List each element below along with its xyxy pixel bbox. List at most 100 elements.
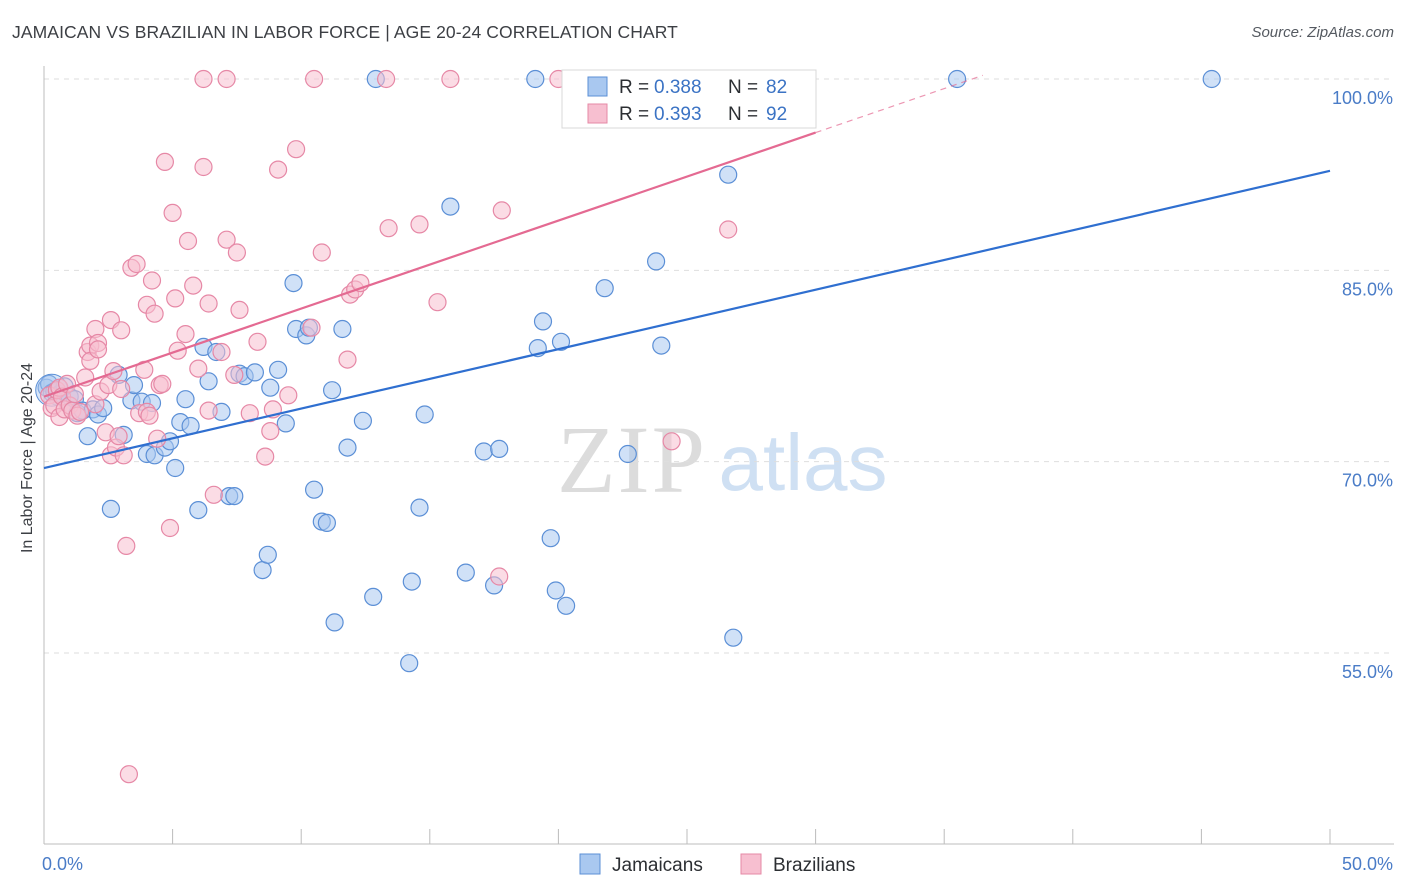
- brazilians-point: [490, 567, 509, 586]
- jamaicans-point: [258, 545, 277, 564]
- jamaicans-point: [410, 498, 429, 517]
- jamaicans-point: [1202, 69, 1221, 89]
- jamaicans-point: [551, 332, 571, 351]
- x-tick-label: 50.0%: [1342, 854, 1393, 874]
- stats-n-value-2: 92: [766, 104, 787, 125]
- brazilians-point: [248, 332, 267, 351]
- brazilians-point: [199, 294, 218, 313]
- stats-box: R = 0.388 N = 82 R = 0.393 N = 92: [561, 69, 817, 129]
- jamaicans-point: [415, 405, 434, 424]
- jamaicans-point: [441, 197, 460, 216]
- stats-n-value-1: 82: [766, 77, 787, 98]
- brazilians-point: [194, 157, 213, 177]
- brazilians-point: [492, 201, 511, 220]
- jamaicans-point: [556, 596, 576, 615]
- watermark-atlas: atlas: [719, 418, 888, 507]
- legend-swatch-jamaicans: [579, 853, 601, 875]
- jamaicans-point: [166, 458, 185, 478]
- source-credit: Source: ZipAtlas.com: [1251, 24, 1394, 41]
- brazilians-point: [379, 219, 398, 238]
- brazilians-point: [88, 340, 108, 359]
- brazilians-point: [240, 404, 259, 423]
- brazilians-point: [166, 289, 185, 308]
- brazilians-point: [142, 271, 162, 290]
- brazilians-point: [163, 203, 182, 222]
- brazilians-point: [338, 350, 357, 369]
- jamaicans-point: [456, 563, 475, 582]
- stats-r-value-1: 0.388: [654, 77, 702, 98]
- brazilians-point: [155, 152, 174, 171]
- jamaicans-point: [474, 442, 493, 461]
- jamaicans-point: [276, 414, 295, 433]
- jamaicans-point: [338, 438, 357, 457]
- legend-swatch-brazilians: [740, 853, 762, 875]
- legend-label-jamaicans: Jamaicans: [612, 855, 703, 876]
- brazilians-point: [287, 140, 306, 159]
- brazilians-point: [305, 69, 324, 89]
- y-tick-label: 55.0%: [1342, 662, 1393, 682]
- y-tick-label: 85.0%: [1342, 279, 1393, 299]
- brazilians-point: [217, 69, 236, 89]
- legend: Jamaicans Brazilians: [579, 853, 855, 876]
- jamaicans-point: [253, 560, 272, 580]
- brazilians-point: [279, 386, 298, 405]
- brazilians-point: [227, 243, 246, 262]
- stats-swatch-brazilians: [587, 103, 608, 124]
- brazilians-point: [112, 321, 131, 340]
- stats-r-value-2: 0.393: [654, 104, 702, 125]
- chart-title: JAMAICAN VS BRAZILIAN IN LABOR FORCE | A…: [12, 22, 678, 42]
- brazilians-point: [256, 447, 275, 466]
- brazilians-point: [225, 365, 244, 384]
- brazilians-point: [377, 69, 396, 89]
- brazilians-point: [194, 69, 213, 89]
- jamaicans-trend-line: [43, 169, 1331, 470]
- jamaicans-point: [284, 274, 303, 293]
- jamaicans-point: [546, 581, 565, 600]
- brazilians-point: [109, 427, 128, 446]
- jamaicans-point: [245, 363, 264, 382]
- brazilians-point: [148, 429, 167, 448]
- brazilians-point: [217, 230, 236, 249]
- brazilians-point: [204, 485, 223, 504]
- jamaicans-point: [724, 628, 743, 647]
- brazilians-point: [212, 342, 231, 362]
- brazilians-point: [189, 359, 208, 378]
- brazilians-point: [176, 325, 195, 344]
- jamaicans-point: [400, 654, 419, 673]
- jamaicans-point: [533, 312, 553, 331]
- brazilians-point: [428, 293, 447, 312]
- legend-label-brazilians: Brazilians: [773, 855, 855, 876]
- brazilians-point: [153, 374, 172, 393]
- trend-lines: [43, 74, 1331, 470]
- brazilians-point: [119, 765, 138, 784]
- jamaicans-point: [595, 279, 614, 298]
- x-tick-labels: 0.0% 50.0%: [42, 854, 1393, 874]
- jamaicans-point: [325, 613, 344, 632]
- jamaicans-point: [490, 439, 509, 458]
- jamaicans-point: [305, 480, 324, 499]
- brazilians-trend-line: [43, 131, 816, 398]
- stats-n-label-1: N =: [728, 77, 758, 98]
- jamaicans-point: [317, 513, 336, 533]
- brazilians-point: [178, 231, 198, 251]
- brazilians-point: [230, 300, 249, 319]
- brazilians-point: [261, 422, 280, 441]
- jamaicans-point: [78, 427, 97, 446]
- stats-n-label-2: N =: [728, 104, 758, 125]
- jamaicans-point: [323, 381, 342, 400]
- jamaicans-point: [269, 360, 288, 379]
- stats-swatch-jamaicans: [587, 76, 608, 97]
- jamaicans-point: [652, 336, 671, 355]
- jamaicans-point: [526, 69, 545, 89]
- jamaicans-point: [541, 529, 560, 548]
- brazilians-point: [199, 401, 218, 420]
- stats-r-label-2: R =: [619, 104, 649, 125]
- y-tick-labels: 100.0% 85.0% 70.0% 55.0%: [1332, 88, 1393, 682]
- brazilians-point: [70, 402, 90, 421]
- brazilians-point: [127, 254, 146, 274]
- jamaicans-point: [646, 252, 666, 271]
- brazilians-point: [302, 318, 321, 337]
- brazilians-point: [410, 215, 429, 234]
- x-tick-label: 0.0%: [42, 854, 83, 874]
- jamaicans-point: [364, 587, 383, 607]
